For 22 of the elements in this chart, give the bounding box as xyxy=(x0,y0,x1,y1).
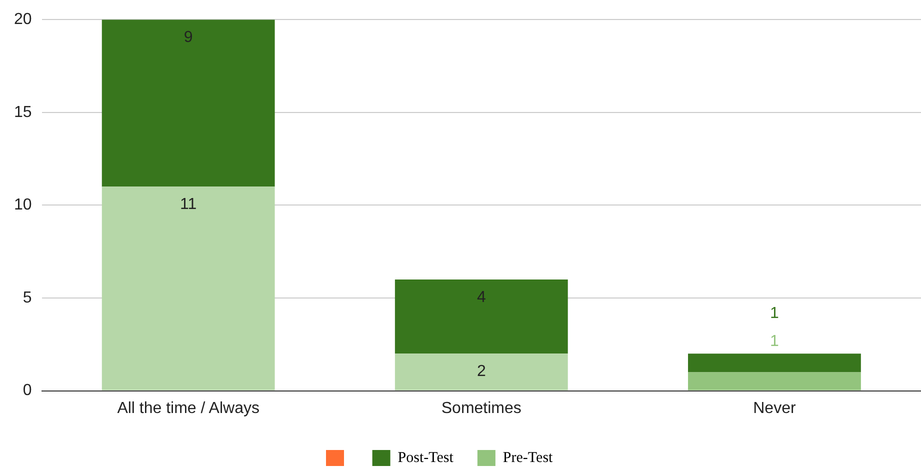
data-label: 1 xyxy=(770,305,780,322)
bar xyxy=(688,354,861,372)
bar xyxy=(688,372,861,390)
y-tick-label: 15 xyxy=(14,104,32,121)
bar xyxy=(394,354,568,390)
data-label: 9 xyxy=(184,29,193,46)
legend-label: Pre-Test xyxy=(502,450,554,466)
x-tick-label: Never xyxy=(753,400,796,417)
x-tick-label: Sometimes xyxy=(441,400,522,417)
data-label: 4 xyxy=(476,288,486,306)
y-tick-label: 10 xyxy=(14,196,32,214)
y-tick-label: 0 xyxy=(22,382,32,400)
x-tick-label: All the time / Always xyxy=(117,400,260,417)
legend-label: Post-Test xyxy=(398,450,454,466)
y-tick-label: 5 xyxy=(22,289,32,306)
data-label: 1 xyxy=(770,333,780,350)
data-label: 2 xyxy=(476,363,486,380)
y-tick-label: 20 xyxy=(14,11,32,28)
data-label: 11 xyxy=(180,196,197,214)
bar xyxy=(102,186,275,390)
bar xyxy=(394,279,568,354)
bar xyxy=(102,20,275,187)
